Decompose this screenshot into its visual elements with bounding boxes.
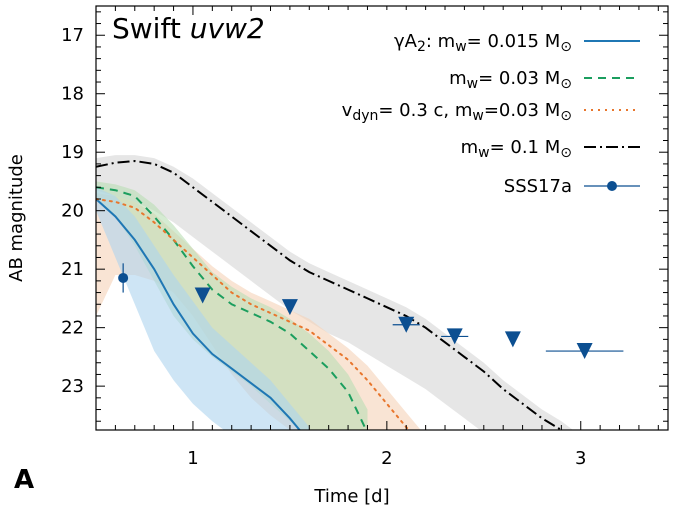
line-mw-0-1-m (96, 159, 564, 430)
title-part: Swift (112, 12, 190, 45)
line-a2-mw-0-015-m (96, 198, 301, 430)
legend-text-part: = 0.1 M (490, 137, 561, 158)
legend-text-part: m (461, 137, 479, 158)
legend-text-part: = 0.03 M (478, 68, 560, 89)
legend-text-part: w (467, 76, 478, 92)
y-tick-label: 19 (61, 142, 84, 163)
legend-text-part: 2 (417, 39, 426, 55)
legend-label-mw-0-03-m: mw= 0.03 M⊙ (449, 68, 572, 92)
legend-text-part: ⊙ (560, 76, 572, 92)
legend-text-part: γA (394, 31, 418, 52)
chart-title: Swift uvw2 (112, 12, 265, 45)
line-vdyn-0-3-c-mw-0-03-m (96, 198, 410, 430)
upper-limit-point (398, 316, 415, 333)
upper-limit-point (576, 343, 593, 360)
y-axis-label: AB magnitude (6, 154, 27, 282)
legend-text-part: = 0.3 c, m (378, 100, 472, 121)
line-mw-0-03-m (96, 186, 368, 430)
legend-text-part: w (478, 145, 489, 161)
y-tick-label: 17 (61, 25, 84, 46)
observations (118, 263, 624, 360)
y-tick-label: 23 (61, 376, 84, 397)
legend-text-part: = 0.015 M (467, 31, 561, 52)
y-tick-label: 22 (61, 318, 84, 339)
legend-label-sss17a: SSS17a (504, 176, 572, 197)
x-tick-label: 2 (381, 448, 392, 469)
legend-text-part: w (472, 108, 483, 124)
y-tick-label: 21 (61, 259, 84, 280)
legend-text-part: m (449, 68, 467, 89)
x-tick-label: 1 (187, 448, 198, 469)
plot-frame (95, 5, 669, 431)
upper-limit-point (281, 299, 298, 316)
model-bands (96, 155, 574, 430)
upper-limit-point (504, 331, 521, 348)
upper-limit-point (194, 287, 211, 304)
title-part: uvw2 (190, 12, 265, 45)
legend-text-part: : m (426, 31, 455, 52)
band-mw-0-03-m (96, 181, 368, 430)
legend-text-part: =0.03 M (484, 100, 560, 121)
y-tick-label: 20 (61, 201, 84, 222)
legend-text-part: ⊙ (560, 145, 572, 161)
legend-label-a2-mw-0-015-m: γA2: mw= 0.015 M⊙ (394, 31, 572, 55)
detection-point (118, 272, 129, 283)
legend: γA2: mw= 0.015 M⊙mw= 0.03 M⊙vdyn= 0.3 c,… (278, 10, 656, 210)
band-mw-0-1-m (96, 155, 574, 430)
band-a2-mw-0-015-m (96, 187, 310, 430)
legend-label-mw-0-1-m: mw= 0.1 M⊙ (461, 137, 572, 161)
y-tick-label: 18 (61, 84, 84, 105)
legend-text-part: w (455, 39, 466, 55)
legend-swatch-sss17a-marker (607, 181, 617, 191)
legend-text-part: ⊙ (560, 108, 572, 124)
x-tick-label: 3 (575, 448, 586, 469)
model-lines (96, 159, 564, 430)
panel-label: A (14, 465, 34, 495)
upper-limit-point (446, 328, 463, 345)
legend-text-part: dyn (352, 108, 378, 124)
legend-text-part: v (342, 100, 353, 121)
x-axis-label: Time [d] (313, 486, 389, 507)
legend-label-vdyn-0-3-c-mw-0-03-m: vdyn= 0.3 c, mw=0.03 M⊙ (342, 100, 572, 124)
legend-text-part: ⊙ (560, 39, 572, 55)
